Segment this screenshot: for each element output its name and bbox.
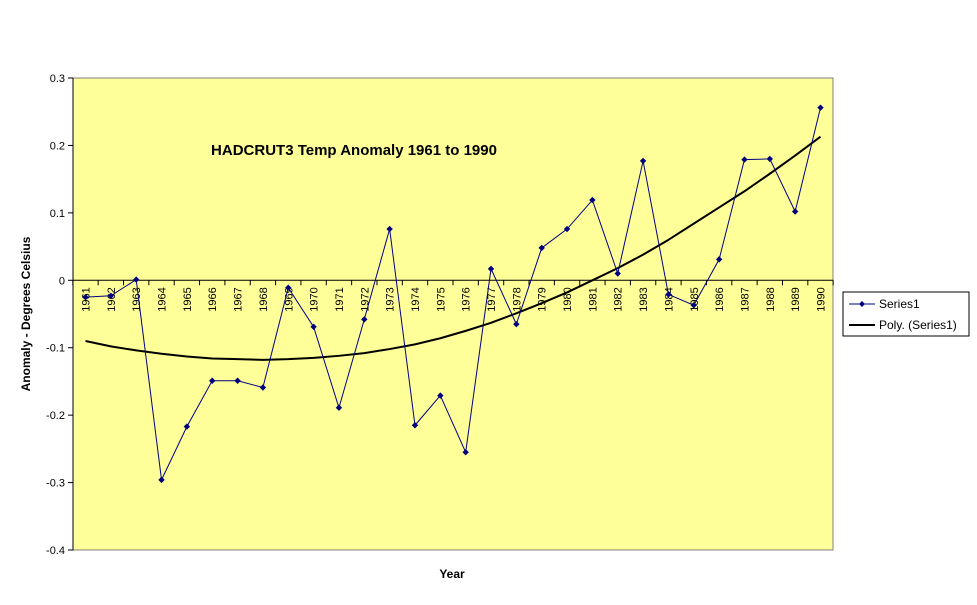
series1-point xyxy=(361,316,368,323)
series1-point xyxy=(183,423,191,430)
x-tick-label: 1974 xyxy=(410,287,422,311)
series1-point xyxy=(158,476,165,484)
x-tick-label: 1986 xyxy=(714,287,726,311)
x-tick-label: 1973 xyxy=(385,287,397,311)
legend-box xyxy=(842,291,970,337)
trendline-series xyxy=(85,135,822,361)
series1-point xyxy=(132,276,140,283)
series1-point xyxy=(209,377,216,384)
series1-point xyxy=(411,422,419,429)
x-tick-label: 1975 xyxy=(435,287,447,311)
y-tick-label: 0.3 xyxy=(50,73,65,85)
legend-series1-marker xyxy=(859,301,865,307)
series1-point xyxy=(614,270,621,277)
plot-area xyxy=(72,77,834,551)
x-tick-label: 1983 xyxy=(638,287,650,311)
x-tick-label: 1963 xyxy=(131,287,143,311)
x-tick-label: 1978 xyxy=(511,287,523,311)
series1-point xyxy=(690,302,697,309)
chart-title: HADCRUT3 Temp Anomaly 1961 to 1990 xyxy=(211,142,497,159)
series1-point xyxy=(437,392,444,399)
y-axis: 0.3 0.2 0.1 0 -0.1 -0.2 -0.3 -0.4 xyxy=(46,73,74,557)
x-tick-label: 1985 xyxy=(689,287,701,311)
series1-line xyxy=(85,107,821,482)
legend-trend-label: Poly. (Series1) xyxy=(879,318,957,332)
x-tick-label: 1990 xyxy=(816,287,828,311)
y-tick-label: 0.1 xyxy=(50,208,65,220)
y-axis-title: Anomaly - Degrees Celsius xyxy=(19,236,33,391)
series1-point xyxy=(639,157,647,165)
x-tick-label: 1970 xyxy=(309,287,321,311)
series1-point xyxy=(259,384,267,391)
series1-point xyxy=(715,256,723,263)
x-tick-label: 1984 xyxy=(663,287,675,311)
series1-point xyxy=(285,284,292,291)
x-tick-label: 1979 xyxy=(537,287,549,311)
x-axis-title: Year xyxy=(439,567,465,581)
x-tick-label: 1982 xyxy=(613,287,625,311)
x-tick-label: 1987 xyxy=(739,287,751,311)
legend: Series1 Poly. (Series1) xyxy=(842,291,970,337)
x-tick-label: 1964 xyxy=(157,287,169,311)
x-tick-label: 1968 xyxy=(258,287,270,311)
series1-point xyxy=(563,225,571,233)
x-tick-label: 1971 xyxy=(334,287,346,311)
series1-point xyxy=(462,449,469,456)
x-tick-label: 1962 xyxy=(106,287,118,311)
y-tick-label: -0.2 xyxy=(46,410,65,422)
series1-point xyxy=(335,404,343,411)
series1-point xyxy=(487,265,495,273)
series1-point xyxy=(589,196,596,204)
y-tick-label: 0 xyxy=(59,275,65,287)
series-layer xyxy=(82,104,824,484)
x-tick-label: 1976 xyxy=(461,287,473,311)
x-axis: 1961 1962 1963 1964 1965 1966 1967 1968 1969 1970… xyxy=(72,279,834,312)
series1-point xyxy=(741,156,748,163)
x-tick-label: 1966 xyxy=(207,287,219,311)
x-tick-label: 1967 xyxy=(233,287,245,311)
series1-point xyxy=(791,208,799,215)
series1-point xyxy=(513,320,520,328)
y-tick-label: -0.4 xyxy=(46,545,65,557)
y-tick-label: -0.3 xyxy=(46,478,65,490)
series1-point xyxy=(817,104,824,111)
series1-point xyxy=(665,291,672,298)
x-tick-label: 1965 xyxy=(182,287,194,311)
x-tick-label: 1989 xyxy=(790,287,802,311)
series1-point xyxy=(538,244,545,252)
x-tick-label: 1977 xyxy=(486,287,498,311)
series1-point xyxy=(234,377,241,384)
series1-point xyxy=(310,323,317,331)
y-tick-label: -0.1 xyxy=(46,343,65,355)
x-tick-label: 1988 xyxy=(765,287,777,311)
series1-point xyxy=(766,155,774,163)
series1-point xyxy=(386,225,393,233)
legend-series1-label: Series1 xyxy=(879,297,920,311)
series1-point xyxy=(107,292,115,299)
series1-point xyxy=(82,293,89,301)
x-tick-label: 1961 xyxy=(81,287,93,311)
y-tick-label: 0.2 xyxy=(50,140,65,152)
x-tick-label: 1981 xyxy=(587,287,599,311)
